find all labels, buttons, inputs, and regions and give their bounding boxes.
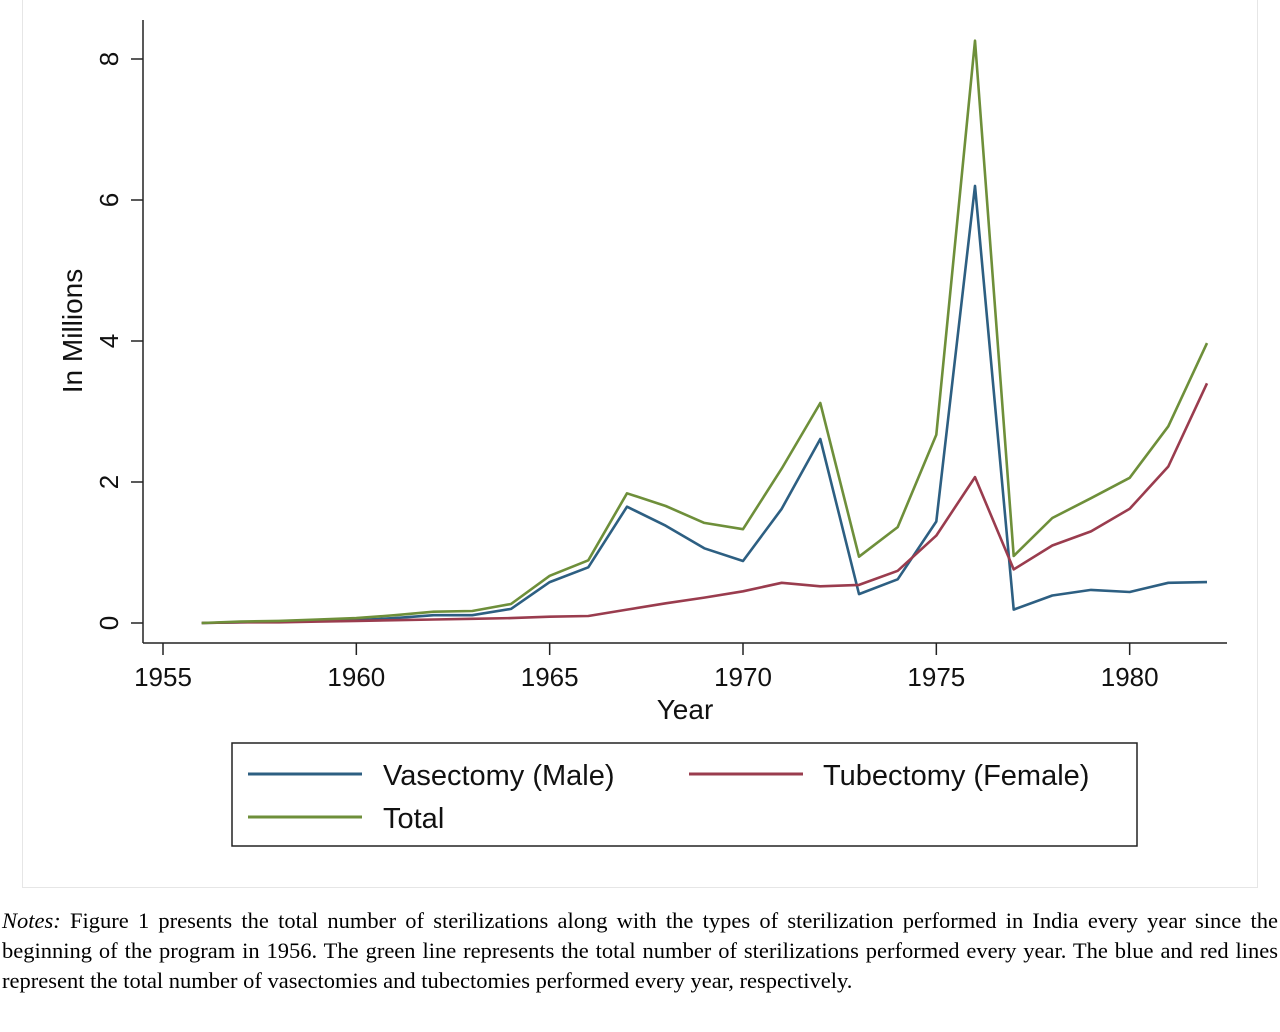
y-tick-label: 6 <box>94 193 124 207</box>
y-ticks: 0 2 4 6 8 <box>94 52 143 630</box>
legend-label-vasectomy: Vasectomy (Male) <box>383 760 615 792</box>
series-line-total <box>201 39 1209 625</box>
y-tick-label: 2 <box>94 475 124 489</box>
x-tick-label: 1970 <box>714 662 772 692</box>
legend: Vasectomy (Male) Tubectomy (Female) Tota… <box>231 742 1138 847</box>
legend-label-total: Total <box>383 803 444 835</box>
series-lines <box>201 39 1209 625</box>
line-chart: 0 2 4 6 8 1955 1960 1965 1970 1975 1980 In Millio… <box>57 20 1227 847</box>
axes: 0 2 4 6 8 1955 1960 1965 1970 1975 1980 In Millio… <box>57 20 1227 725</box>
y-axis-title: In Millions <box>57 269 88 393</box>
y-tick-label: 4 <box>94 334 124 348</box>
x-tick-label: 1955 <box>134 662 192 692</box>
legend-box <box>231 742 1138 847</box>
figure-panel <box>22 0 1258 888</box>
y-tick-label: 8 <box>94 52 124 66</box>
x-ticks: 1955 1960 1965 1970 1975 1980 <box>134 643 1159 692</box>
y-tick-label: 0 <box>94 616 124 630</box>
x-tick-label: 1975 <box>907 662 965 692</box>
x-tick-label: 1960 <box>327 662 385 692</box>
figure-notes: Notes: Figure 1 presents the total numbe… <box>2 906 1278 996</box>
series-line-vasectomy <box>201 184 1208 625</box>
notes-label: Notes: <box>2 908 61 933</box>
x-axis-title: Year <box>657 694 714 725</box>
series-line-tubectomy <box>201 382 1209 625</box>
legend-label-tubectomy: Tubectomy (Female) <box>823 760 1089 792</box>
notes-text: Figure 1 presents the total number of st… <box>2 908 1278 993</box>
x-tick-label: 1965 <box>521 662 579 692</box>
x-tick-label: 1980 <box>1101 662 1159 692</box>
